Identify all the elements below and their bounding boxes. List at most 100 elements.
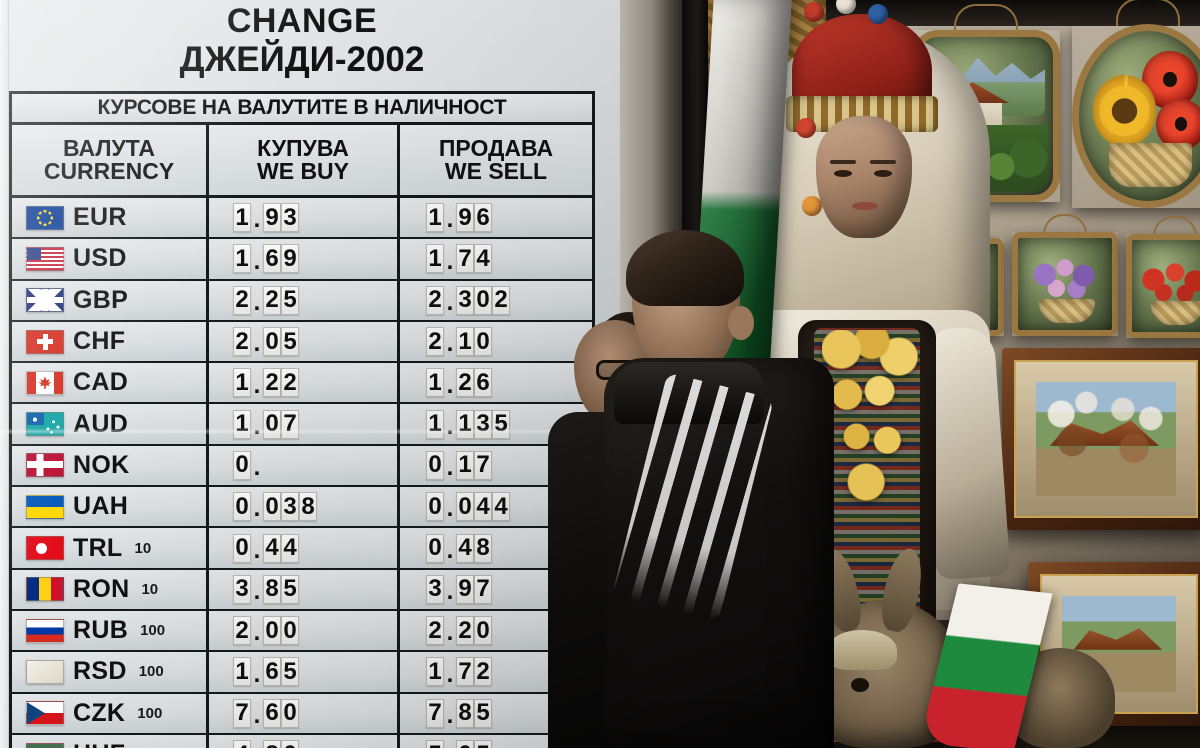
decimal-point: .	[446, 578, 454, 606]
digit-tile: 7	[474, 450, 492, 480]
digit-tile: 6	[474, 368, 492, 398]
digit-tile: 0	[281, 616, 299, 646]
decimal-point: .	[446, 619, 454, 647]
decimal-point: .	[446, 701, 454, 729]
sell-rate-value: 5.05	[426, 740, 492, 748]
pompom	[802, 196, 822, 216]
digit-tile: 1	[426, 409, 444, 439]
digit-tile: 0	[456, 492, 474, 522]
digit-tile: 5	[281, 327, 299, 357]
digit-tile: 0	[426, 533, 444, 563]
currency-cell: NOK	[12, 445, 209, 486]
pansy-motif	[1029, 254, 1101, 305]
header-sell: ПРОДАВА WE SELL	[400, 125, 592, 195]
digit-tile: 6	[474, 203, 492, 233]
decimal-point: .	[446, 288, 454, 316]
currency-multiplier: 10	[134, 539, 152, 557]
currency-multiplier: 1000	[137, 746, 170, 748]
man-in-black-jacket	[604, 230, 834, 748]
flag-uah-icon	[26, 494, 64, 519]
rate-row: RSD 100 1. 6 5 1. 7 2	[12, 652, 592, 694]
digit-tile: 0	[263, 492, 281, 522]
hair	[626, 230, 744, 306]
digit-tile: 4	[474, 244, 492, 274]
currency-code: CZK	[73, 698, 126, 727]
poppy-motif	[1156, 99, 1200, 150]
flag-rsd-icon	[26, 659, 64, 684]
digit-tile: 2	[456, 368, 474, 398]
decimal-point: .	[446, 454, 454, 482]
ceramic-plate-sunflower-poppies	[1072, 0, 1200, 208]
decimal-point: .	[446, 206, 454, 234]
rate-row: USD 1. 6 9 1. 7 4	[12, 239, 592, 281]
currency-code: RON	[73, 574, 130, 603]
rate-row: UAH 0. 0 3 8 0. 0 4 4	[12, 487, 592, 529]
flag-usd-icon	[26, 246, 64, 271]
digit-tile: 2	[426, 285, 444, 315]
digit-tile: 4	[492, 492, 510, 522]
currency-cell: CAD	[12, 363, 209, 403]
currency-cell: RUB 100	[12, 610, 209, 651]
digit-tile: 0	[456, 740, 474, 748]
digit-tile: 3	[233, 574, 251, 604]
currency-code: EUR	[73, 203, 127, 232]
pompom	[868, 4, 888, 24]
digit-tile: 3	[281, 203, 299, 233]
digit-tile: 8	[263, 574, 281, 604]
digit-tile: 0	[263, 327, 281, 357]
flag-cad-icon	[26, 370, 64, 395]
digit-tile: 7	[474, 574, 492, 604]
currency-cell: RSD 100	[12, 652, 209, 692]
digit-tile: 0	[426, 450, 444, 480]
pompom	[796, 118, 816, 138]
coin-necklace	[822, 330, 918, 520]
digit-tile: 9	[281, 244, 299, 274]
digit-tile: 1	[456, 450, 474, 480]
buy-rate-cell: 4.80	[209, 734, 400, 748]
digit-tile: 7	[456, 657, 474, 687]
ceramic-tile-pansies	[1012, 214, 1118, 336]
currency-cell: USD	[12, 239, 209, 279]
digit-tile: 1	[233, 203, 251, 233]
digit-tile: 1	[426, 657, 444, 687]
flag-chf-icon	[26, 329, 64, 354]
currency-code: AUD	[73, 409, 129, 438]
digit-tile: 1	[456, 409, 474, 439]
currency-code: GBP	[73, 285, 129, 314]
currency-multiplier: 100	[138, 663, 164, 681]
roof-motif	[1073, 628, 1163, 650]
digit-tile: 3	[281, 492, 299, 522]
digit-tile: 5	[281, 574, 299, 604]
decimal-point: .	[253, 371, 261, 399]
column-headers: ВАЛУТА CURRENCY КУПУВА WE BUY ПРОДАВА WE…	[12, 125, 592, 198]
currency-cell: UAH	[12, 487, 209, 527]
digit-tile: 4	[456, 533, 474, 563]
picture-mat	[1014, 360, 1198, 518]
decimal-point: .	[446, 247, 454, 275]
digit-tile: 6	[263, 698, 281, 728]
currency-code: RSD	[73, 657, 127, 686]
digit-tile: 2	[233, 327, 251, 357]
rate-row: TRL 10 0. 4 4 0. 4 8	[12, 528, 592, 570]
digit-tile: 0	[281, 698, 299, 728]
rate-row: AUD 1. 0 7 1. 1 3 5	[12, 404, 592, 446]
digit-tile: 0	[263, 616, 281, 646]
digit-tile: 5	[426, 740, 444, 748]
plate-rim	[1072, 24, 1200, 208]
buy-rate-cell: 0.	[209, 445, 400, 486]
currency-cell: RON 10	[12, 569, 209, 609]
header-sell-bg: ПРОДАВА	[438, 134, 554, 161]
